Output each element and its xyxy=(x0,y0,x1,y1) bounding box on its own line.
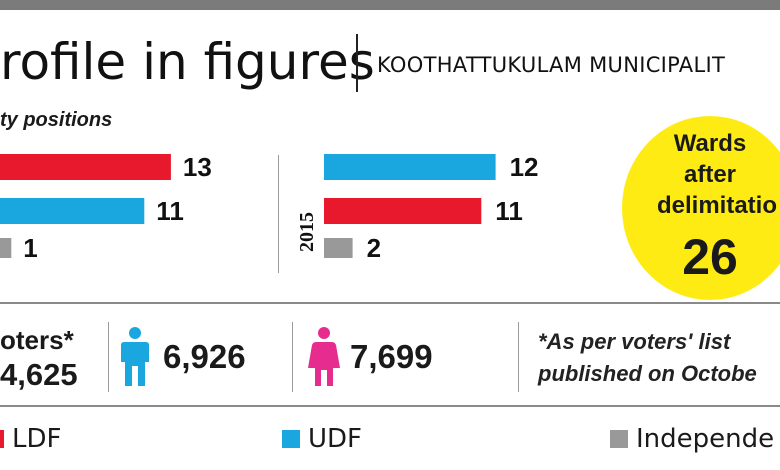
wards-label-line1: Wards xyxy=(673,130,747,157)
bar-independent xyxy=(0,238,12,258)
bar-udf xyxy=(0,198,145,224)
legend-item-ldf: LDF xyxy=(0,424,61,454)
voters-total: 4,625 xyxy=(0,357,78,392)
wards-circle: Wards after delimitatio 26 xyxy=(622,116,780,300)
divider-rule xyxy=(0,302,780,304)
bar-value-label: 12 xyxy=(510,152,539,182)
wards-count: 26 xyxy=(682,229,738,285)
female-voters-count: 7,699 xyxy=(350,338,433,375)
bar-independent xyxy=(324,238,353,258)
legend-swatch xyxy=(610,430,628,448)
page-subtitle: KOOTHATTUKULAM MUNICIPALIT xyxy=(377,53,726,77)
bar-value-label: 11 xyxy=(495,196,523,226)
legend-swatch xyxy=(0,430,4,448)
bar-value-label: 13 xyxy=(183,152,212,182)
bar-udf xyxy=(324,154,496,180)
divider-rule xyxy=(0,405,780,407)
footnote-line: published on Octobe xyxy=(538,361,757,386)
female-person-icon xyxy=(308,327,340,386)
legend-swatch xyxy=(282,430,300,448)
divider-vertical xyxy=(518,322,519,392)
legend-item-udf: UDF xyxy=(282,424,362,454)
legend-label: LDF xyxy=(12,424,62,454)
title-divider xyxy=(356,34,358,92)
chart-divider xyxy=(278,155,279,273)
legend-label: UDF xyxy=(308,424,363,454)
male-person-icon xyxy=(121,327,149,386)
bar-value-label: 11 xyxy=(156,196,184,226)
voters-footnote: *As per voters' list published on Octobe xyxy=(538,326,757,390)
bar-ldf xyxy=(0,154,171,180)
voters-label: oters* xyxy=(0,325,74,355)
legend-label: Independe xyxy=(636,424,775,454)
bar-value-label: 1 xyxy=(23,233,37,263)
legend-item-independent: Independe xyxy=(610,424,774,454)
header: rofile in figures KOOTHATTUKULAM MUNICIP… xyxy=(0,28,780,98)
year-label: 2015 xyxy=(296,212,318,252)
page-title: rofile in figures xyxy=(0,33,375,91)
bar-ldf xyxy=(324,198,482,224)
male-voters-count: 6,926 xyxy=(163,338,246,375)
bar-value-label: 2 xyxy=(367,233,381,263)
top-rule xyxy=(0,0,780,10)
wards-label-line2: after xyxy=(683,161,737,188)
divider-vertical xyxy=(108,322,109,392)
section-heading: ty positions xyxy=(0,109,113,131)
divider-vertical xyxy=(292,322,293,392)
footnote-line: *As per voters' list xyxy=(538,329,731,354)
wards-label-line3: delimitatio xyxy=(656,192,777,219)
